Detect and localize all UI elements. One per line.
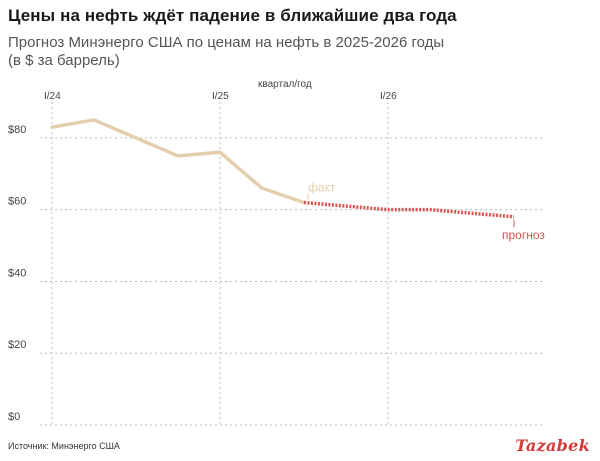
series-line-1: [303, 200, 515, 219]
series-label-forecast: прогноз: [502, 228, 545, 242]
grid-layer: [40, 102, 545, 426]
chart-subtitle: Прогноз Минэнерго США по ценам на нефть …: [8, 34, 568, 70]
series-label-fact: факт: [308, 180, 336, 194]
y-tick-label-20: $20: [8, 339, 26, 351]
subtitle-line-2: (в $ за баррель): [8, 52, 120, 69]
x-tick-label-2: I/26: [380, 91, 397, 102]
x-axis-title: квартал/год: [258, 79, 312, 90]
chart-title: Цены на нефть ждёт падение в ближайшие д…: [8, 6, 457, 25]
y-tick-label-80: $80: [8, 124, 26, 136]
y-tick-label-60: $60: [8, 196, 26, 208]
x-tick-label-1: I/25: [212, 91, 229, 102]
brand-logo: Tazabek: [515, 436, 590, 455]
x-tick-label-0: I/24: [44, 91, 61, 102]
y-tick-label-40: $40: [8, 267, 26, 279]
axis-layer: $0 $20 $40 $60 $80 I/24 I/25 I/26 квартал/год: [8, 79, 397, 423]
y-tick-label-0: $0: [8, 411, 20, 423]
source-note: Источник: Минэнерго США: [8, 441, 120, 451]
subtitle-line-1: Прогноз Минэнерго США по ценам на нефть …: [8, 34, 445, 51]
series-line-0: [50, 118, 306, 205]
series-layer: [50, 118, 515, 219]
label-layer: факт прогноз: [307, 180, 545, 242]
